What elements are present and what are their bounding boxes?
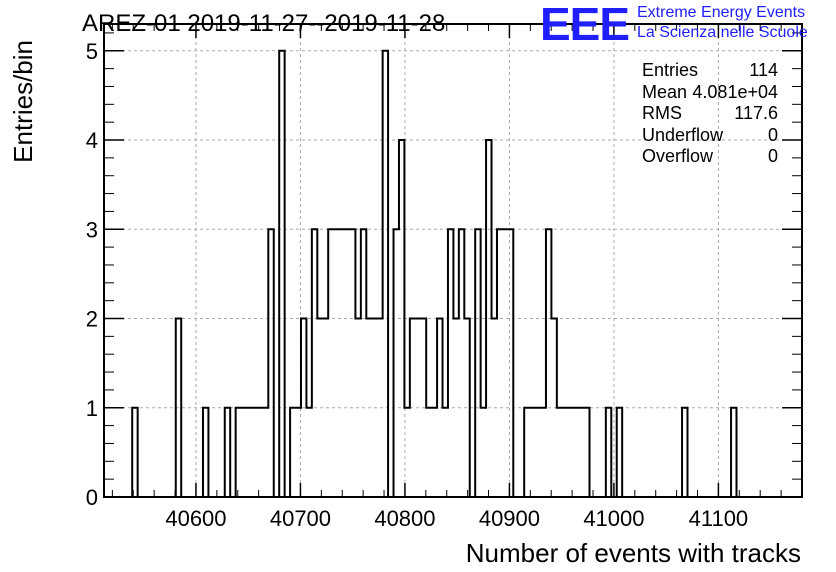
x-tick-label: 40700	[270, 506, 331, 531]
y-tick-label: 2	[86, 307, 98, 332]
x-tick-label: 41000	[583, 506, 644, 531]
y-tick-label: 3	[86, 217, 98, 242]
stat-value: 4.081e+04	[692, 81, 778, 102]
chart-title: AREZ-01 2019-11-27--2019-11-28	[82, 10, 446, 37]
x-tick-label: 40900	[479, 506, 540, 531]
x-tick-label: 40800	[374, 506, 435, 531]
stat-label: Underflow	[642, 124, 724, 145]
plot-frame	[103, 23, 803, 498]
stats-box: Entries 114 Mean 4.081e+04 RMS 117.6 Und…	[638, 60, 780, 168]
stat-row-overflow: Overflow 0	[638, 146, 780, 168]
stat-label: Entries	[642, 60, 699, 80]
stat-value: 0	[767, 146, 778, 166]
stat-value: 117.6	[734, 103, 778, 123]
stat-label: Overflow	[642, 146, 714, 166]
stat-row-underflow: Underflow 0	[638, 125, 780, 147]
eee-logo: EEE	[540, 0, 630, 50]
stat-label: RMS	[642, 103, 682, 123]
y-tick-label: 0	[86, 485, 98, 510]
y-tick-label: 5	[86, 39, 98, 64]
x-axis: 40600 40700 40800 40900 41000 41100	[111, 24, 803, 531]
x-tick-label: 40600	[165, 506, 226, 531]
stat-row-entries: Entries 114	[638, 60, 780, 82]
logo-line-1: Extreme Energy Events	[637, 4, 806, 21]
y-axis: 0 1 2 3 4 5	[86, 32, 802, 510]
stat-value: 0	[767, 124, 778, 145]
stat-row-rms: RMS 117.6	[638, 103, 780, 125]
histogram-series	[131, 49, 738, 498]
stat-value: 114	[749, 60, 778, 80]
stat-row-mean: Mean 4.081e+04	[638, 82, 780, 104]
y-axis-label: Entries/bin	[8, 40, 38, 163]
logo-line-2: La Scienza nelle Scuole	[637, 24, 808, 41]
y-tick-label: 1	[86, 396, 98, 421]
x-axis-label: Number of events with tracks	[466, 538, 801, 568]
x-tick-label: 41100	[689, 506, 749, 531]
y-tick-label: 4	[86, 128, 98, 153]
stat-label: Mean	[642, 81, 688, 102]
